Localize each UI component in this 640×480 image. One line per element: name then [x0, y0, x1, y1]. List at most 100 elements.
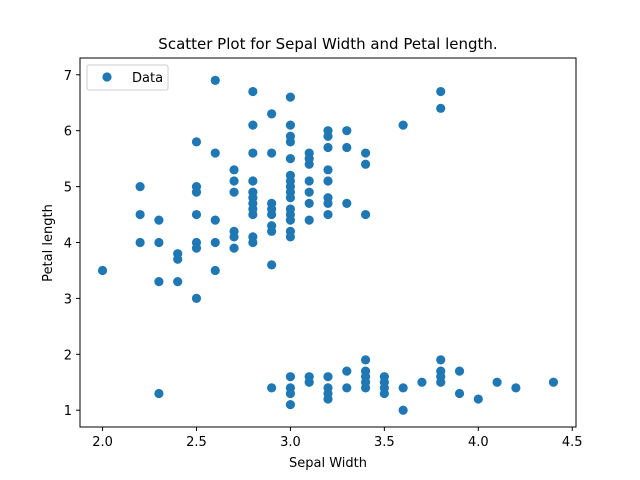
data-point	[360, 159, 371, 169]
y-tick-label: 1	[64, 404, 72, 419]
y-tick-label: 5	[64, 181, 72, 196]
data-point	[398, 120, 408, 130]
data-point	[323, 372, 333, 382]
data-point	[285, 193, 296, 203]
data-point	[342, 198, 352, 208]
data-point	[210, 215, 220, 225]
data-point	[454, 388, 465, 399]
data-point	[191, 209, 202, 220]
data-point	[323, 142, 333, 153]
y-tick-label: 7	[64, 69, 72, 84]
data-point	[360, 209, 371, 220]
data-point	[173, 277, 183, 287]
legend-box	[86, 64, 169, 91]
data-point	[360, 148, 371, 158]
data-point	[492, 377, 502, 387]
data-point	[417, 377, 427, 387]
y-tick-label: 3	[64, 292, 72, 307]
data-point	[135, 209, 145, 220]
data-point	[285, 400, 296, 410]
data-point	[436, 86, 446, 97]
data-point	[285, 137, 296, 147]
data-point	[342, 383, 352, 393]
data-point	[436, 355, 446, 365]
data-point	[210, 75, 220, 85]
x-axis-label: Sepal Width	[289, 456, 367, 471]
data-point	[511, 383, 521, 393]
data-point	[473, 394, 483, 404]
x-tick-label: 4.5	[562, 435, 583, 450]
data-point	[229, 232, 239, 242]
data-point	[285, 120, 296, 130]
data-point	[323, 176, 333, 186]
data-point	[267, 148, 277, 158]
data-point	[285, 154, 296, 164]
data-point	[210, 148, 220, 158]
data-point	[342, 366, 352, 376]
data-point	[285, 388, 296, 399]
legend: Data	[86, 64, 169, 91]
x-tick-label: 4.0	[468, 435, 489, 450]
data-point	[154, 215, 164, 225]
data-point	[248, 86, 258, 97]
y-axis-ticks: 1 2 3 4 5 6 7	[64, 69, 80, 419]
data-point	[191, 187, 202, 197]
data-point	[285, 372, 296, 382]
y-tick-label: 6	[64, 125, 72, 140]
data-point	[173, 254, 183, 264]
data-point	[210, 265, 220, 276]
data-point	[154, 277, 164, 287]
data-point	[135, 181, 145, 192]
data-point	[342, 126, 352, 136]
data-point	[248, 176, 258, 186]
data-point	[154, 388, 164, 399]
data-point	[548, 377, 559, 387]
x-tick-label: 3.5	[374, 435, 395, 450]
data-point	[304, 187, 314, 197]
data-point	[191, 137, 202, 147]
data-point	[191, 243, 202, 253]
data-point	[248, 237, 258, 248]
data-point	[323, 165, 333, 175]
data-point	[454, 366, 465, 376]
data-point	[267, 260, 277, 270]
data-point	[267, 383, 277, 393]
data-point	[154, 237, 164, 248]
data-point	[398, 405, 408, 415]
data-point	[267, 209, 277, 220]
x-tick-label: 2.5	[186, 435, 207, 450]
chart-title: Scatter Plot for Sepal Width and Petal l…	[158, 35, 497, 53]
data-point	[229, 165, 239, 175]
data-point	[379, 388, 389, 399]
data-point	[210, 237, 220, 248]
data-point	[267, 226, 277, 236]
data-point	[229, 176, 239, 186]
data-point	[304, 198, 314, 208]
data-point	[304, 176, 314, 186]
data-point	[97, 265, 108, 276]
data-point	[304, 215, 314, 225]
x-tick-label: 3.0	[280, 435, 301, 450]
data-point	[248, 148, 258, 158]
data-point	[304, 159, 314, 169]
data-point	[248, 209, 258, 220]
legend-marker	[102, 72, 112, 82]
y-tick-label: 2	[64, 348, 72, 363]
x-axis-ticks: 2.0 2.5 3.0 3.5 4.0 4.5	[92, 427, 583, 450]
y-axis-label: Petal length	[41, 204, 56, 282]
x-tick-label: 2.0	[92, 435, 113, 450]
data-point	[342, 142, 352, 153]
data-point	[229, 187, 239, 197]
data-point	[285, 215, 296, 225]
data-point	[191, 293, 202, 304]
data-point	[285, 92, 296, 102]
data-point	[323, 209, 333, 220]
data-point	[135, 237, 145, 248]
data-points	[97, 75, 559, 415]
data-point	[436, 377, 446, 387]
y-tick-label: 4	[64, 237, 72, 252]
data-point	[323, 198, 333, 208]
data-point	[398, 383, 408, 393]
